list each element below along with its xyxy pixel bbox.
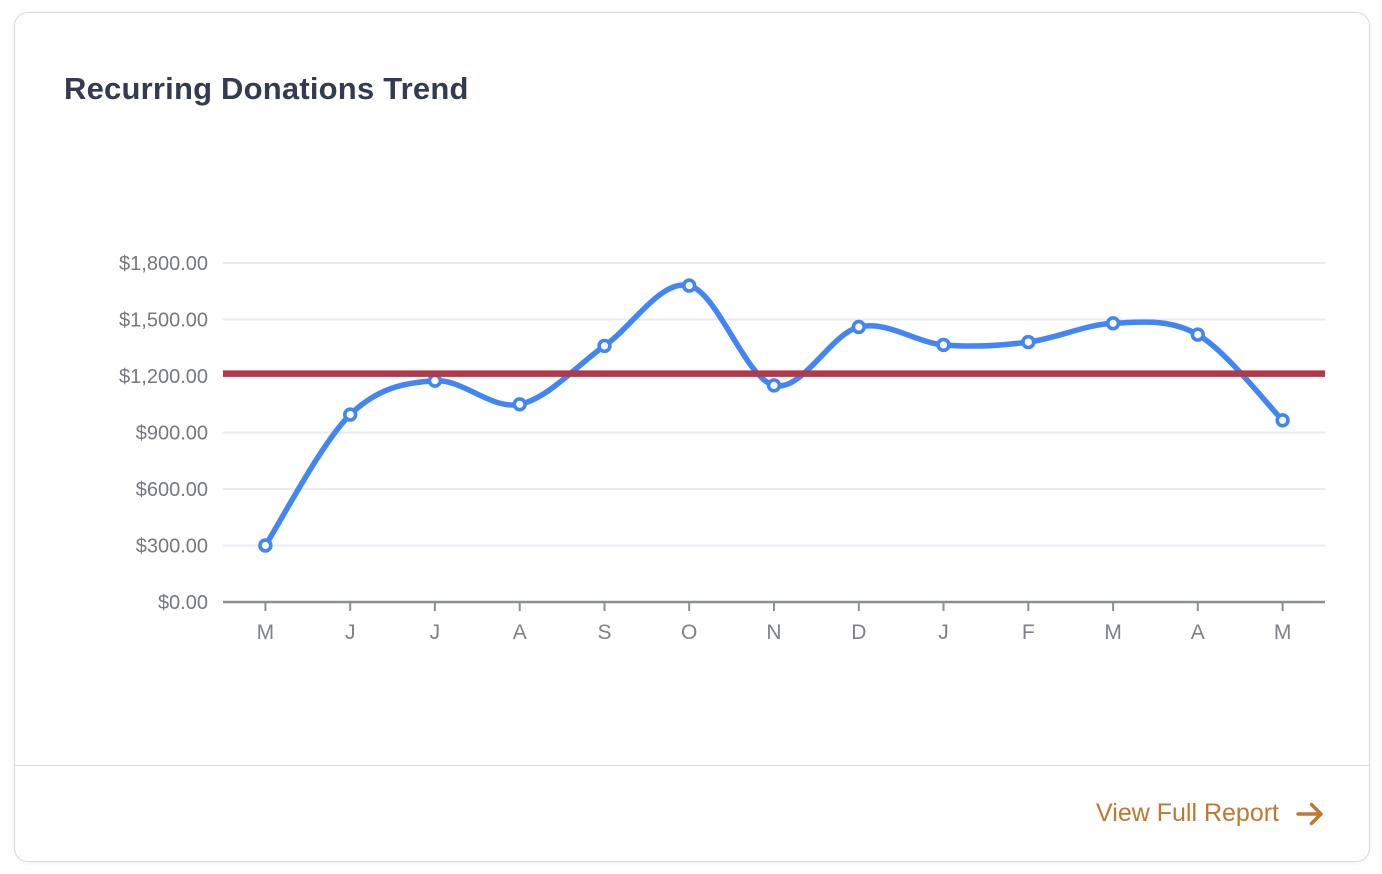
y-axis-label: $1,200.00 (119, 366, 208, 388)
x-axis-label: J (430, 621, 441, 644)
y-axis-label: $1,500.00 (119, 310, 208, 332)
view-full-report-link[interactable]: View Full Report (1096, 799, 1325, 828)
x-axis-label: D (851, 621, 866, 644)
x-axis-ticks (264, 602, 1284, 611)
x-axis-label: A (513, 621, 527, 644)
arrow-right-icon (1296, 802, 1323, 825)
data-point-marker[interactable] (681, 278, 697, 293)
x-axis-label: M (1274, 621, 1292, 644)
data-point-markers (258, 278, 1290, 553)
x-axis-label: J (345, 621, 356, 644)
y-axis-label: $0.00 (158, 592, 208, 614)
x-axis-label: A (1191, 621, 1205, 644)
data-point-marker[interactable] (1275, 413, 1290, 428)
data-point-marker[interactable] (1021, 334, 1036, 350)
donations-trend-line-chart: $0.00 $300.00 $600.00 $900.00 $1,200.00 $1,50… (119, 253, 1325, 644)
data-point-marker[interactable] (258, 538, 273, 553)
data-point-marker[interactable] (766, 378, 782, 393)
data-point-marker[interactable] (343, 407, 358, 422)
card-footer: View Full Report (15, 765, 1369, 861)
y-axis-label: $900.00 (136, 423, 208, 445)
x-axis-label: S (597, 621, 611, 644)
y-axis-label: $300.00 (136, 536, 208, 558)
x-axis-label: J (938, 621, 949, 644)
y-axis-label: $1,800.00 (119, 253, 208, 275)
x-axis-label: F (1022, 621, 1035, 644)
data-point-marker[interactable] (851, 319, 866, 335)
y-axis-label: $600.00 (136, 479, 208, 501)
x-axis-label: M (1104, 621, 1122, 644)
data-point-marker[interactable] (936, 337, 951, 353)
x-axis-label: N (766, 621, 781, 644)
data-point-marker[interactable] (512, 397, 527, 412)
card-title: Recurring Donations Trend (64, 71, 469, 106)
view-full-report-label: View Full Report (1096, 799, 1279, 827)
x-axis-label: M (257, 621, 275, 644)
trend-line (262, 282, 1286, 549)
x-axis-label: O (681, 621, 697, 644)
data-point-marker[interactable] (427, 373, 443, 388)
recurring-donations-card: Recurring Donations Trend $0.00 $300.00 $6… (14, 12, 1370, 862)
gridlines (223, 262, 1325, 547)
data-point-marker[interactable] (597, 338, 612, 354)
data-point-marker[interactable] (1105, 316, 1121, 331)
y-axis-labels: $0.00 $300.00 $600.00 $900.00 $1,200.00 $1,50… (119, 253, 208, 614)
data-point-marker[interactable] (1190, 327, 1206, 342)
